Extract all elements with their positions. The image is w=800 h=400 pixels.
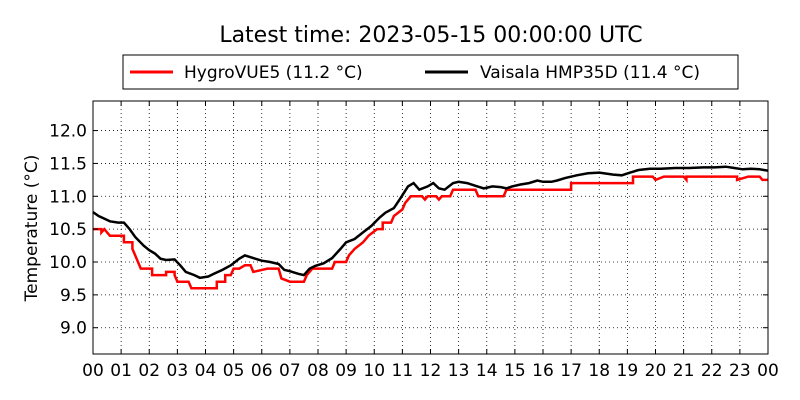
series-line-hygrovue <box>93 175 768 290</box>
x-tick-label: 23 <box>729 361 751 381</box>
x-tick-label: 03 <box>167 361 189 381</box>
x-tick-label: 09 <box>335 361 357 381</box>
grid <box>93 101 768 354</box>
x-tick-label: 12 <box>420 361 442 381</box>
y-tick-label: 11.5 <box>49 154 87 174</box>
x-tick-label: 22 <box>701 361 723 381</box>
y-tick-label: 10.0 <box>49 253 87 273</box>
x-tick-label: 13 <box>448 361 470 381</box>
x-tick-label: 00 <box>757 361 779 381</box>
x-tick-label: 21 <box>673 361 695 381</box>
x-tick-label: 00 <box>82 361 104 381</box>
y-tick-label: 12.0 <box>49 122 87 142</box>
x-tick-label: 04 <box>195 361 217 381</box>
legend-label-hygrovue: HygroVUE5 (11.2 °C) <box>184 63 363 83</box>
legend: HygroVUE5 (11.2 °C) Vaisala HMP35D (11.4… <box>122 54 739 90</box>
y-tick-label: 9.5 <box>60 286 87 306</box>
chart-title: Latest time: 2023-05-15 00:00:00 UTC <box>219 23 642 48</box>
x-tick-label: 20 <box>645 361 667 381</box>
x-tick-label: 08 <box>307 361 329 381</box>
legend-label-vaisala: Vaisala HMP35D (11.4 °C) <box>480 63 700 83</box>
x-tick-label: 16 <box>532 361 554 381</box>
y-tick-label: 10.5 <box>49 220 87 240</box>
x-tick-label: 06 <box>251 361 273 381</box>
y-tick-label: 11.0 <box>49 187 87 207</box>
series-line-vaisala <box>92 165 769 280</box>
x-tick-label: 07 <box>279 361 301 381</box>
x-tick-label: 18 <box>588 361 610 381</box>
x-tick-label: 17 <box>560 361 582 381</box>
x-tick-label: 10 <box>363 361 385 381</box>
series-layer <box>92 165 769 290</box>
x-tick-label: 14 <box>476 361 498 381</box>
y-axis-label: Temperature (°C) <box>22 155 42 303</box>
x-tick-label: 11 <box>392 361 414 381</box>
x-tick-label: 15 <box>504 361 526 381</box>
x-tick-label: 05 <box>223 361 245 381</box>
y-tick-label: 9.0 <box>60 319 87 339</box>
plot-frame <box>92 100 769 355</box>
x-tick-label: 19 <box>617 361 639 381</box>
x-tick-label: 01 <box>110 361 132 381</box>
y-axis: 9.0 9.5 10.0 10.5 11.0 11.5 12.0 <box>49 122 768 339</box>
x-tick-label: 02 <box>138 361 160 381</box>
x-axis: 00 01 02 03 04 05 06 07 08 09 10 11 12 13 14 15 16 17 18 19… <box>82 101 779 381</box>
